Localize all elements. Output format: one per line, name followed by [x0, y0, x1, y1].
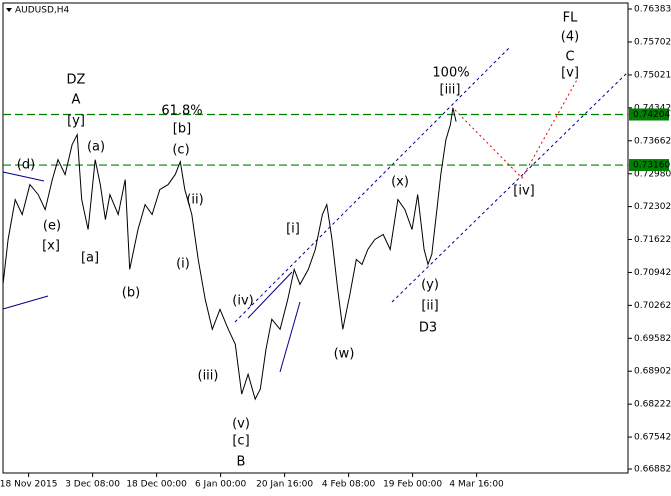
y-tick-label: 0.67542: [634, 433, 671, 443]
trend-line: [2, 295, 49, 310]
level-label: 0.74204: [633, 110, 670, 120]
projection: [454, 77, 579, 179]
wave-label: D3: [419, 321, 437, 336]
y-tick-label: 0.72980: [634, 169, 671, 179]
level-label-bg: [629, 108, 669, 121]
y-tick-label: 0.68902: [634, 367, 671, 377]
y-tick-label: 0.71622: [634, 235, 671, 245]
y-tick-label: 0.70262: [634, 301, 671, 311]
channel-line: [234, 46, 511, 323]
wave-label: (iv): [232, 294, 253, 309]
wave-label: [i]: [286, 222, 300, 237]
x-tick-label: 3 Dec 08:00: [65, 480, 120, 490]
wave-label: (v): [232, 417, 250, 432]
y-tick-label: 0.69582: [634, 334, 671, 344]
x-tick-label: 18 Nov 2015: [0, 480, 57, 490]
x-tick-label: 18 Dec 00:00: [126, 480, 187, 490]
price-line: [2, 107, 457, 401]
wave-label: (e): [43, 219, 61, 234]
wave-label: 61.8%: [161, 104, 202, 119]
wave-label: [v]: [561, 66, 579, 81]
wave-label: (y): [421, 278, 439, 293]
y-tick-label: 0.72302: [634, 202, 671, 212]
wave-label: A: [72, 93, 81, 108]
wave-label: (ii): [186, 193, 203, 208]
wave-label: (w): [334, 347, 355, 362]
y-tick-label: 0.76383: [634, 5, 671, 15]
wave-label: B: [237, 455, 246, 470]
channel-line: [391, 71, 629, 303]
wave-label: (a): [87, 140, 105, 155]
wave-label: (d): [17, 158, 35, 173]
level-label: 0.73160: [633, 161, 670, 171]
wave-label: [y]: [67, 114, 85, 129]
wave-label: C: [565, 50, 574, 65]
plot-frame: [2, 2, 629, 474]
x-tick-label: 4 Feb 08:00: [322, 480, 376, 490]
y-tick-label: 0.70942: [634, 268, 671, 278]
wave-label: [a]: [81, 251, 99, 266]
wave-label: (4): [561, 30, 579, 45]
level-label-bg: [629, 159, 669, 172]
wave-label: [ii]: [421, 299, 438, 314]
wave-label: [b]: [173, 122, 191, 137]
wave-label: (iii): [198, 369, 219, 384]
wave-label: [x]: [42, 239, 60, 254]
y-tick-label: 0.75021: [634, 70, 671, 80]
wave-label: (c): [172, 143, 189, 158]
x-tick-label: 6 Jan 00:00: [195, 480, 247, 490]
trend-line: [247, 271, 293, 319]
wave-label: FL: [563, 11, 578, 26]
wave-label: [c]: [232, 434, 249, 449]
wave-label: (b): [122, 286, 140, 301]
trend-line: [279, 301, 301, 373]
title-icon: [6, 8, 12, 12]
trend-line: [2, 171, 45, 182]
y-tick-label: 0.75702: [634, 37, 671, 47]
x-tick-label: 4 Mar 16:00: [449, 480, 504, 490]
wave-label: [iii]: [440, 83, 461, 98]
wave-label: (i): [176, 257, 190, 272]
wave-label: DZ: [67, 73, 86, 88]
y-tick-label: 0.66882: [634, 465, 671, 475]
x-tick-label: 19 Feb 00:00: [383, 480, 442, 490]
wave-label: 100%: [432, 66, 469, 81]
chart-title: AUDUSD,H4: [15, 6, 70, 16]
y-tick-label: 0.68222: [634, 400, 671, 410]
wave-label: (x): [391, 175, 409, 190]
y-tick-label: 0.74342: [634, 103, 671, 113]
wave-label: [iv]: [513, 184, 534, 199]
drawings: [2, 46, 629, 373]
x-tick-label: 20 Jan 16:00: [256, 480, 313, 490]
y-tick-label: 0.73662: [634, 136, 671, 146]
